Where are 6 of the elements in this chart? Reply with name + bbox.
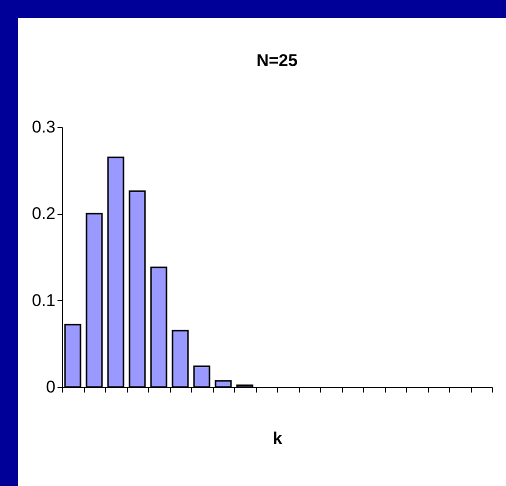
y-tick-label: 0 <box>46 378 56 396</box>
y-tick-label: 0.2 <box>32 204 56 224</box>
x-axis-title: k <box>272 429 283 448</box>
y-tick-label: 0.1 <box>32 290 56 310</box>
y-tick-label: 0.3 <box>32 118 56 136</box>
chart-title: N=25 <box>256 51 298 70</box>
